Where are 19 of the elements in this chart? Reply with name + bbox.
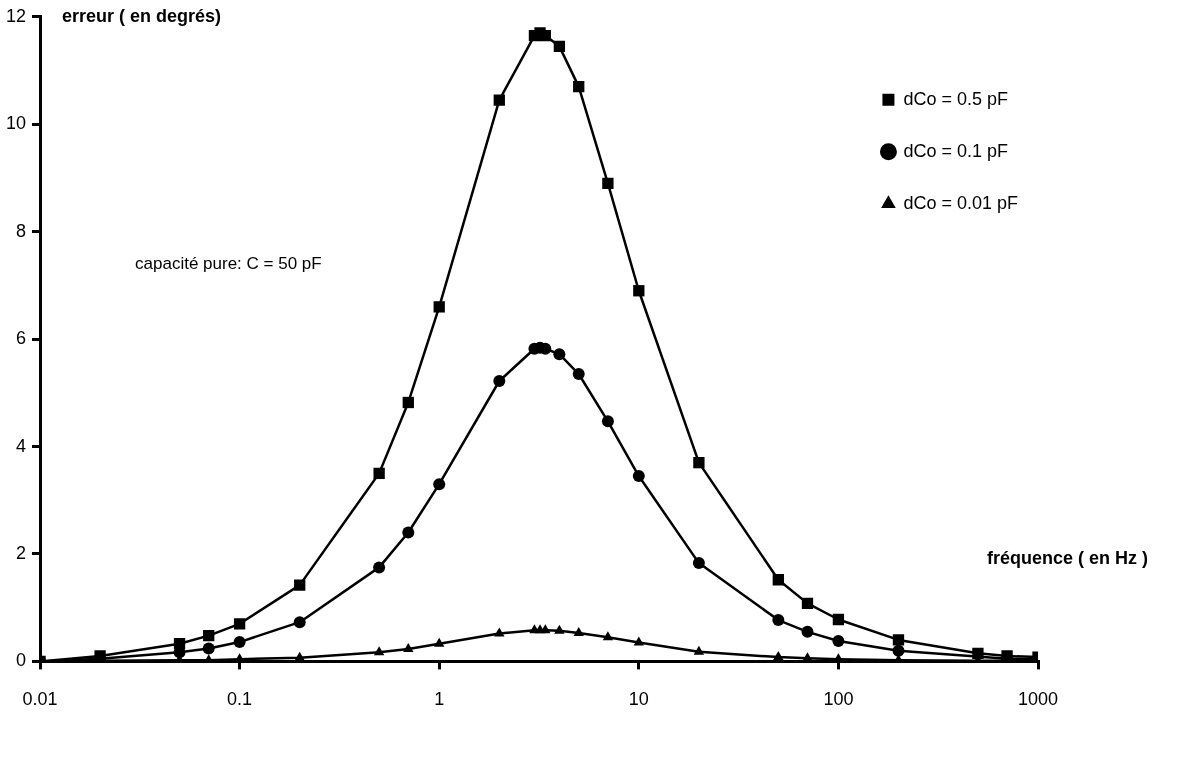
annotation: capacité pure: C = 50 pF [135, 254, 322, 274]
x-axis-title: fréquence ( en Hz ) [986, 548, 1148, 569]
x-tick-label: 1000 [1017, 689, 1059, 710]
x-tick-label: 0.1 [227, 689, 253, 710]
y-axis-title: erreur ( en degrés) [62, 5, 222, 26]
x-tick-label: 10 [628, 689, 649, 710]
y-tick-label: 8 [16, 220, 27, 241]
x-tick-label: 1 [434, 689, 445, 710]
legend-label: dCo = 0.1 pF [903, 140, 1008, 161]
y-tick-label: 0 [16, 650, 27, 671]
y-tick-label: 10 [5, 113, 27, 134]
x-tick-label: 0.01 [22, 689, 58, 710]
legend-label: dCo = 0.01 pF [903, 192, 1018, 213]
y-tick-label: 6 [16, 328, 27, 349]
x-tick-label: 100 [823, 689, 854, 710]
legend-label: dCo = 0.5 pF [903, 88, 1008, 109]
y-tick-label: 12 [5, 5, 27, 26]
y-tick-label: 2 [16, 542, 27, 563]
y-tick-label: 4 [16, 435, 27, 456]
